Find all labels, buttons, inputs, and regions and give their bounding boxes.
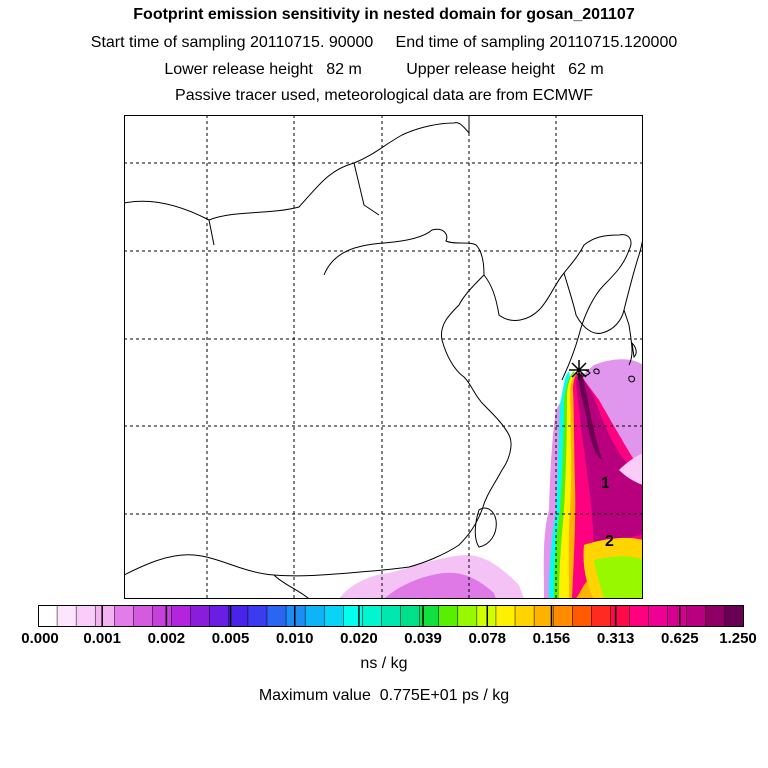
colorbar xyxy=(38,605,744,627)
colorbar-cell xyxy=(362,605,383,627)
colorbar-cell xyxy=(686,605,707,627)
colorbar-cell xyxy=(381,605,402,627)
coastlines xyxy=(124,115,643,599)
footprint-plume xyxy=(339,359,643,599)
tracer-info-line: Passive tracer used, meteorological data… xyxy=(175,87,593,104)
colorbar-cell xyxy=(209,605,230,627)
colorbar-tick-label: 0.156 xyxy=(532,630,571,647)
colorbar-cell xyxy=(552,605,574,627)
colorbar-cell xyxy=(190,605,211,627)
colorbar-ticks xyxy=(38,605,744,627)
sampling-time-line: Start time of sampling 20110715. 90000 E… xyxy=(90,34,678,51)
colorbar-cell xyxy=(304,605,325,627)
colorbar-cell xyxy=(247,605,268,627)
colorbar-tick-label: 0.039 xyxy=(404,630,442,647)
colorbar-tick-label: 0.625 xyxy=(661,630,699,647)
colorbar-cell xyxy=(38,605,58,627)
colorbar-cell xyxy=(114,605,135,627)
map-title: Footprint emission sensitivity in nested… xyxy=(133,6,635,23)
colorbar-cells xyxy=(38,605,744,627)
colorbar-cell xyxy=(323,605,345,627)
map-frame xyxy=(124,115,643,599)
colorbar-tick-label: 0.002 xyxy=(147,630,186,647)
colorbar-cell xyxy=(438,605,459,627)
colorbar-cell xyxy=(343,605,364,627)
colorbar-cell xyxy=(171,605,192,627)
colorbar-tick-label: 0.010 xyxy=(275,630,314,647)
colorbar-tick-label: 0.005 xyxy=(211,630,250,647)
colorbar-cell xyxy=(228,605,249,627)
colorbar-tick-label: 1.250 xyxy=(719,630,757,647)
colorbar-cell xyxy=(610,605,631,627)
colorbar-cell xyxy=(400,605,421,627)
colorbar-tick-label: 0.000 xyxy=(21,630,59,647)
colorbar-cell xyxy=(724,605,744,627)
colorbar-cell xyxy=(667,605,688,627)
maximum-value: Maximum value 0.775E+01 ps / kg xyxy=(258,687,510,704)
colorbar-cell xyxy=(514,605,535,627)
colorbar-cell xyxy=(266,605,287,627)
colorbar-cell xyxy=(152,605,173,627)
plume-label-2: 2 xyxy=(605,533,614,550)
colorbar-cell xyxy=(591,605,612,627)
colorbar-cell xyxy=(648,605,669,627)
colorbar-cell xyxy=(457,605,478,627)
colorbar-cell xyxy=(495,605,516,627)
colorbar-cell xyxy=(285,605,306,627)
colorbar-tick-label: 0.001 xyxy=(83,630,121,647)
colorbar-cell xyxy=(629,605,650,627)
colorbar-cell xyxy=(75,605,96,627)
colorbar-cell xyxy=(705,605,726,627)
colorbar-tick-label: 0.313 xyxy=(596,630,635,647)
colorbar-frame xyxy=(38,605,744,627)
footprint-map: 1 2 xyxy=(124,115,643,599)
colorbar-cell xyxy=(94,605,116,627)
colorbar-cell xyxy=(56,605,77,627)
map-grid xyxy=(124,115,643,599)
colorbar-tick-label: 0.078 xyxy=(468,630,507,647)
star-marker xyxy=(569,360,589,380)
colorbar-units: ns / kg xyxy=(360,655,408,672)
plume-label-1: 1 xyxy=(601,475,610,492)
colorbar-cell xyxy=(133,605,154,627)
release-height-line: Lower release height 82 m Upper release … xyxy=(164,61,604,78)
colorbar-cell xyxy=(572,605,593,627)
colorbar-tick-label: 0.020 xyxy=(340,630,378,647)
